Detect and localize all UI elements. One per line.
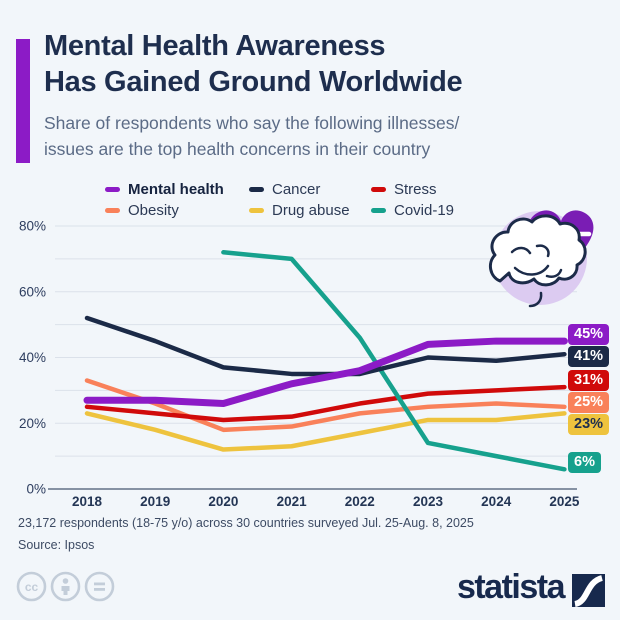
- subtitle-line-1: Share of respondents who say the followi…: [44, 113, 460, 133]
- y-tick-label: 20%: [19, 416, 46, 431]
- legend-swatch-drug-abuse: [249, 207, 264, 214]
- title-accent-bar: [16, 39, 30, 163]
- line-drug-abuse: [84, 411, 567, 452]
- y-tick-label: 0%: [26, 482, 46, 497]
- svg-text:cc: cc: [25, 580, 39, 594]
- legend-label: Drug abuse: [272, 202, 350, 219]
- line-mental-health: [83, 337, 568, 408]
- line-obesity: [84, 378, 567, 433]
- legend-label: Mental health: [128, 181, 224, 198]
- title-line-2: Has Gained Ground Worldwide: [44, 66, 463, 98]
- license-icons: cc: [16, 571, 115, 602]
- value-pill-drug-abuse: 23%: [568, 413, 610, 435]
- value-pill-stress: 31%: [568, 369, 610, 391]
- y-tick-label: 60%: [19, 284, 46, 299]
- x-tick-label: 2024: [481, 494, 512, 509]
- page-title: Mental Health Awareness Has Gained Groun…: [44, 28, 604, 100]
- value-pill-cancer: 41%: [568, 345, 610, 367]
- legend-swatch-cancer: [249, 186, 264, 193]
- y-tick-label: 40%: [19, 350, 46, 365]
- value-pill-mental-health: 45%: [568, 323, 610, 345]
- chart-legend: Mental health Cancer Stress Obesity Drug…: [105, 180, 454, 220]
- legend-item-stress: Stress: [371, 180, 454, 199]
- y-tick-label: 80%: [19, 219, 46, 234]
- source-note: Source: Ipsos: [18, 538, 95, 552]
- legend-swatch-stress: [371, 186, 386, 193]
- value-pill-covid-19: 6%: [568, 451, 601, 473]
- subtitle-line-2: issues are the top health concerns in th…: [44, 139, 431, 159]
- chart-subtitle: Share of respondents who say the followi…: [44, 110, 604, 162]
- no-derivatives-icon: [84, 571, 115, 602]
- x-tick-label: 2022: [345, 494, 375, 509]
- x-tick-label: 2019: [140, 494, 170, 509]
- title-line-1: Mental Health Awareness: [44, 30, 386, 62]
- legend-label: Cancer: [272, 181, 321, 198]
- x-tick-label: 2018: [72, 494, 103, 509]
- x-tick-label: 2025: [549, 494, 580, 509]
- statista-logo-text: statista: [456, 568, 566, 606]
- x-tick-label: 2021: [277, 494, 308, 509]
- statista-logo-mark: [572, 574, 605, 607]
- value-pill-obesity: 25%: [568, 391, 610, 413]
- legend-item-drug-abuse: Drug abuse: [249, 201, 371, 220]
- x-tick-label: 2020: [208, 494, 238, 509]
- legend-label: Stress: [394, 181, 437, 198]
- footnote: 23,172 respondents (18-75 y/o) across 30…: [18, 516, 474, 530]
- legend-swatch-obesity: [105, 207, 120, 214]
- legend-swatch-covid-19: [371, 207, 386, 214]
- line-covid-19: [221, 250, 567, 472]
- cc-icon: cc: [16, 571, 47, 602]
- legend-swatch-mental-health: [105, 186, 120, 193]
- legend-item-cancer: Cancer: [249, 180, 371, 199]
- legend-label: Obesity: [128, 202, 179, 219]
- x-tick-label: 2023: [413, 494, 444, 509]
- attribution-icon: [50, 571, 81, 602]
- legend-item-obesity: Obesity: [105, 201, 249, 220]
- legend-item-covid-19: Covid-19: [371, 201, 454, 220]
- line-stress: [84, 384, 567, 423]
- legend-label: Covid-19: [394, 202, 455, 219]
- legend-item-mental-health: Mental health: [105, 180, 249, 199]
